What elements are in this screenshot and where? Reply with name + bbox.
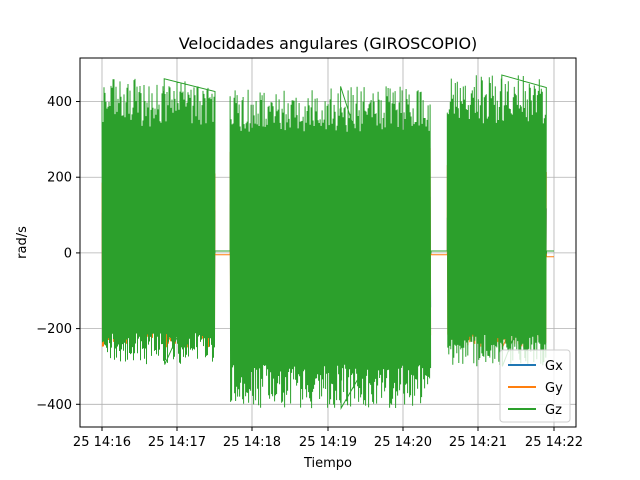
y-tick-label: −200 [36,322,72,337]
x-tick-label: 25 14:19 [299,435,357,450]
y-tick-label: −400 [36,398,72,413]
x-tick-label: 25 14:16 [73,435,131,450]
y-tick-label: 0 [64,246,72,261]
x-tick-label: 25 14:17 [148,435,206,450]
y-axis-label: rad/s [15,226,30,259]
legend-label-gy: Gy [545,381,563,396]
x-tick-label: 25 14:22 [525,435,583,450]
y-tick-label: 200 [47,171,72,186]
chart-title: Velocidades angulares (GIROSCOPIO) [179,34,478,53]
series-line-gz [101,74,554,410]
x-axis-label: Tiempo [303,456,352,471]
legend: Gx Gy Gz [499,349,571,423]
x-tick-label: 25 14:18 [223,435,281,450]
series-layer [101,74,554,410]
axis-ticks: 25 14:16 25 14:17 25 14:18 25 14:19 25 14:20… [36,95,583,450]
y-tick-label: 400 [47,95,72,110]
legend-label-gx: Gx [545,359,563,374]
x-tick-label: 25 14:21 [449,435,507,450]
legend-label-gz: Gz [545,403,562,418]
x-tick-label: 25 14:20 [374,435,432,450]
